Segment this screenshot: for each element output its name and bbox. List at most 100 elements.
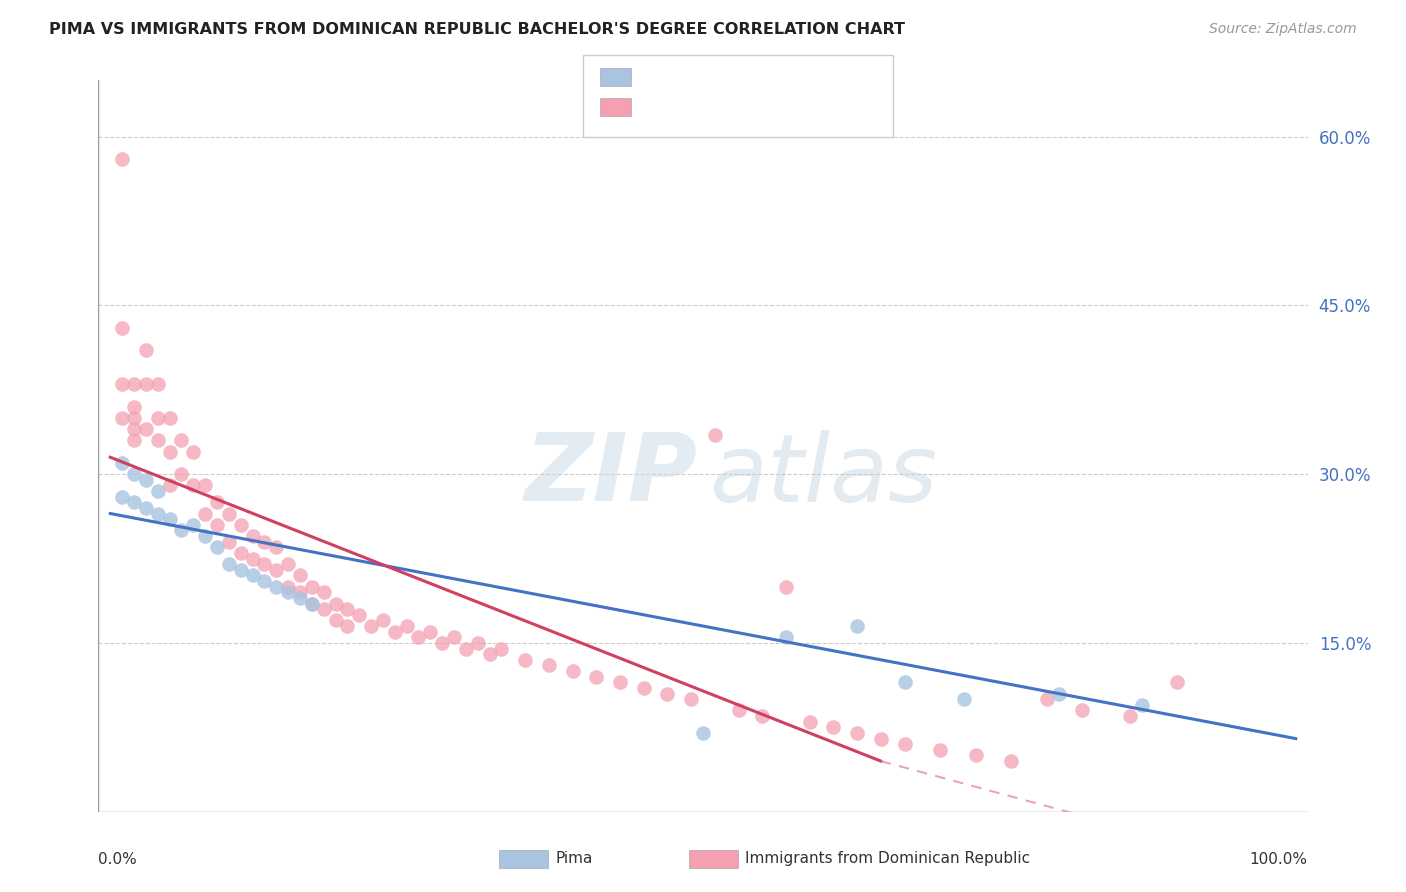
Point <box>467 636 489 650</box>
Point <box>846 619 869 633</box>
Text: N =: N = <box>738 70 782 84</box>
Point <box>111 410 134 425</box>
Point <box>146 377 169 392</box>
Point <box>312 602 335 616</box>
Point <box>264 541 287 555</box>
Point <box>135 473 157 487</box>
Text: atlas: atlas <box>709 430 938 521</box>
Point <box>288 591 311 605</box>
Point <box>1071 703 1094 717</box>
Point <box>454 641 477 656</box>
Text: N =: N = <box>738 100 782 114</box>
Point <box>823 720 845 734</box>
Point <box>277 557 299 571</box>
Point <box>122 422 145 436</box>
Text: Source: ZipAtlas.com: Source: ZipAtlas.com <box>1209 22 1357 37</box>
Point <box>146 507 169 521</box>
Point <box>893 737 915 751</box>
Point <box>1130 698 1153 712</box>
Point <box>443 630 465 644</box>
Text: R =: R = <box>643 70 676 84</box>
Point <box>301 597 323 611</box>
Point <box>111 456 134 470</box>
Point <box>491 641 513 656</box>
Point <box>692 726 714 740</box>
Point <box>205 541 228 555</box>
Text: 100.0%: 100.0% <box>1250 852 1308 867</box>
Text: 28: 28 <box>780 70 801 84</box>
Point <box>347 607 370 622</box>
Point <box>277 585 299 599</box>
Point <box>122 467 145 482</box>
Point <box>537 658 560 673</box>
Point <box>159 512 181 526</box>
Text: -0.633: -0.633 <box>675 70 730 84</box>
Point <box>846 726 869 740</box>
Point <box>799 714 821 729</box>
Point <box>384 624 406 639</box>
Point <box>1047 687 1070 701</box>
Point <box>218 507 240 521</box>
Point <box>181 444 204 458</box>
Point <box>111 377 134 392</box>
Point <box>301 597 323 611</box>
Point <box>194 507 217 521</box>
Point <box>419 624 441 639</box>
Text: PIMA VS IMMIGRANTS FROM DOMINICAN REPUBLIC BACHELOR'S DEGREE CORRELATION CHART: PIMA VS IMMIGRANTS FROM DOMINICAN REPUBL… <box>49 22 905 37</box>
Point <box>395 619 418 633</box>
Point <box>170 524 193 538</box>
Point <box>264 580 287 594</box>
Point <box>122 495 145 509</box>
Point <box>288 585 311 599</box>
Point <box>122 410 145 425</box>
Point <box>159 444 181 458</box>
Point <box>146 483 169 498</box>
Point <box>336 602 359 616</box>
Point <box>146 410 169 425</box>
Point <box>242 529 264 543</box>
Point <box>264 563 287 577</box>
Point <box>952 692 974 706</box>
Point <box>965 748 987 763</box>
Point <box>869 731 891 746</box>
Point <box>159 410 181 425</box>
Text: Pima: Pima <box>555 851 593 865</box>
Point <box>181 478 204 492</box>
Point <box>253 534 276 549</box>
Point <box>229 563 252 577</box>
Text: R =: R = <box>643 100 676 114</box>
Point <box>703 427 725 442</box>
Point <box>135 422 157 436</box>
Point <box>229 546 252 560</box>
Point <box>325 614 347 628</box>
Point <box>111 321 134 335</box>
Point <box>288 568 311 582</box>
Point <box>135 500 157 515</box>
Point <box>408 630 430 644</box>
Point <box>205 495 228 509</box>
Point <box>561 664 583 678</box>
Point <box>657 687 679 701</box>
Point <box>170 467 193 482</box>
Point <box>218 534 240 549</box>
Point <box>312 585 335 599</box>
Point <box>205 517 228 532</box>
Point <box>146 434 169 448</box>
Point <box>159 478 181 492</box>
Point <box>432 636 454 650</box>
Point <box>181 517 204 532</box>
Point <box>609 675 631 690</box>
Point <box>135 377 157 392</box>
Text: -0.398: -0.398 <box>675 100 730 114</box>
Point <box>336 619 359 633</box>
Point <box>218 557 240 571</box>
Point <box>170 434 193 448</box>
Point <box>277 580 299 594</box>
Text: Immigrants from Dominican Republic: Immigrants from Dominican Republic <box>745 851 1031 865</box>
Point <box>371 614 394 628</box>
Point <box>242 551 264 566</box>
Point <box>301 580 323 594</box>
Point <box>253 557 276 571</box>
Point <box>122 400 145 414</box>
Point <box>360 619 382 633</box>
